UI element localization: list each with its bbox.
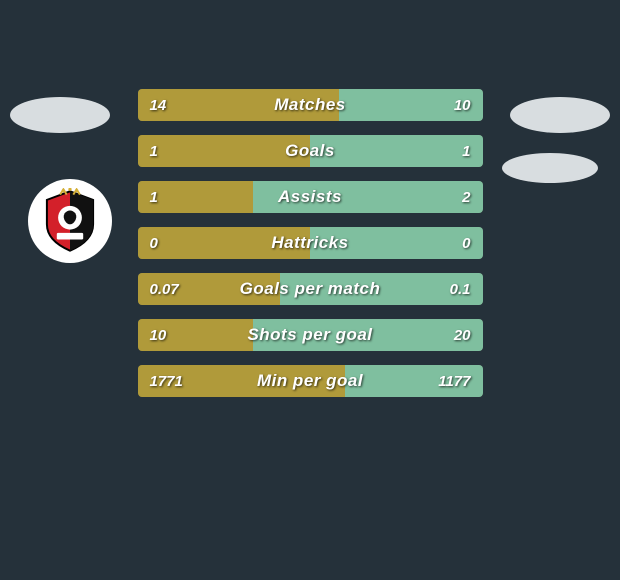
- stats-bars: 1410Matches 11Goals 12Assists 00Hattricks 0.…: [138, 89, 483, 397]
- stat-bar: 1410Matches: [138, 89, 483, 121]
- club-badge-left: [28, 179, 112, 263]
- content-area: 1410Matches 11Goals 12Assists 00Hattricks 0.…: [0, 89, 620, 397]
- bar-label: Hattricks: [138, 227, 483, 259]
- bar-label: Matches: [138, 89, 483, 121]
- bar-label: Goals: [138, 135, 483, 167]
- stat-bar: 12Assists: [138, 181, 483, 213]
- stat-bar: 0.070.1Goals per match: [138, 273, 483, 305]
- player-avatar-left: [10, 97, 110, 133]
- club-crest-icon: [37, 188, 103, 254]
- bar-label: Goals per match: [138, 273, 483, 305]
- bar-label: Assists: [138, 181, 483, 213]
- player-avatar-right: [510, 97, 610, 133]
- bar-label: Min per goal: [138, 365, 483, 397]
- bar-label: Shots per goal: [138, 319, 483, 351]
- stat-bar: 17711177Min per goal: [138, 365, 483, 397]
- stat-bar: 11Goals: [138, 135, 483, 167]
- stat-bar: 1020Shots per goal: [138, 319, 483, 351]
- stat-bar: 00Hattricks: [138, 227, 483, 259]
- club-badge-right: [502, 153, 598, 183]
